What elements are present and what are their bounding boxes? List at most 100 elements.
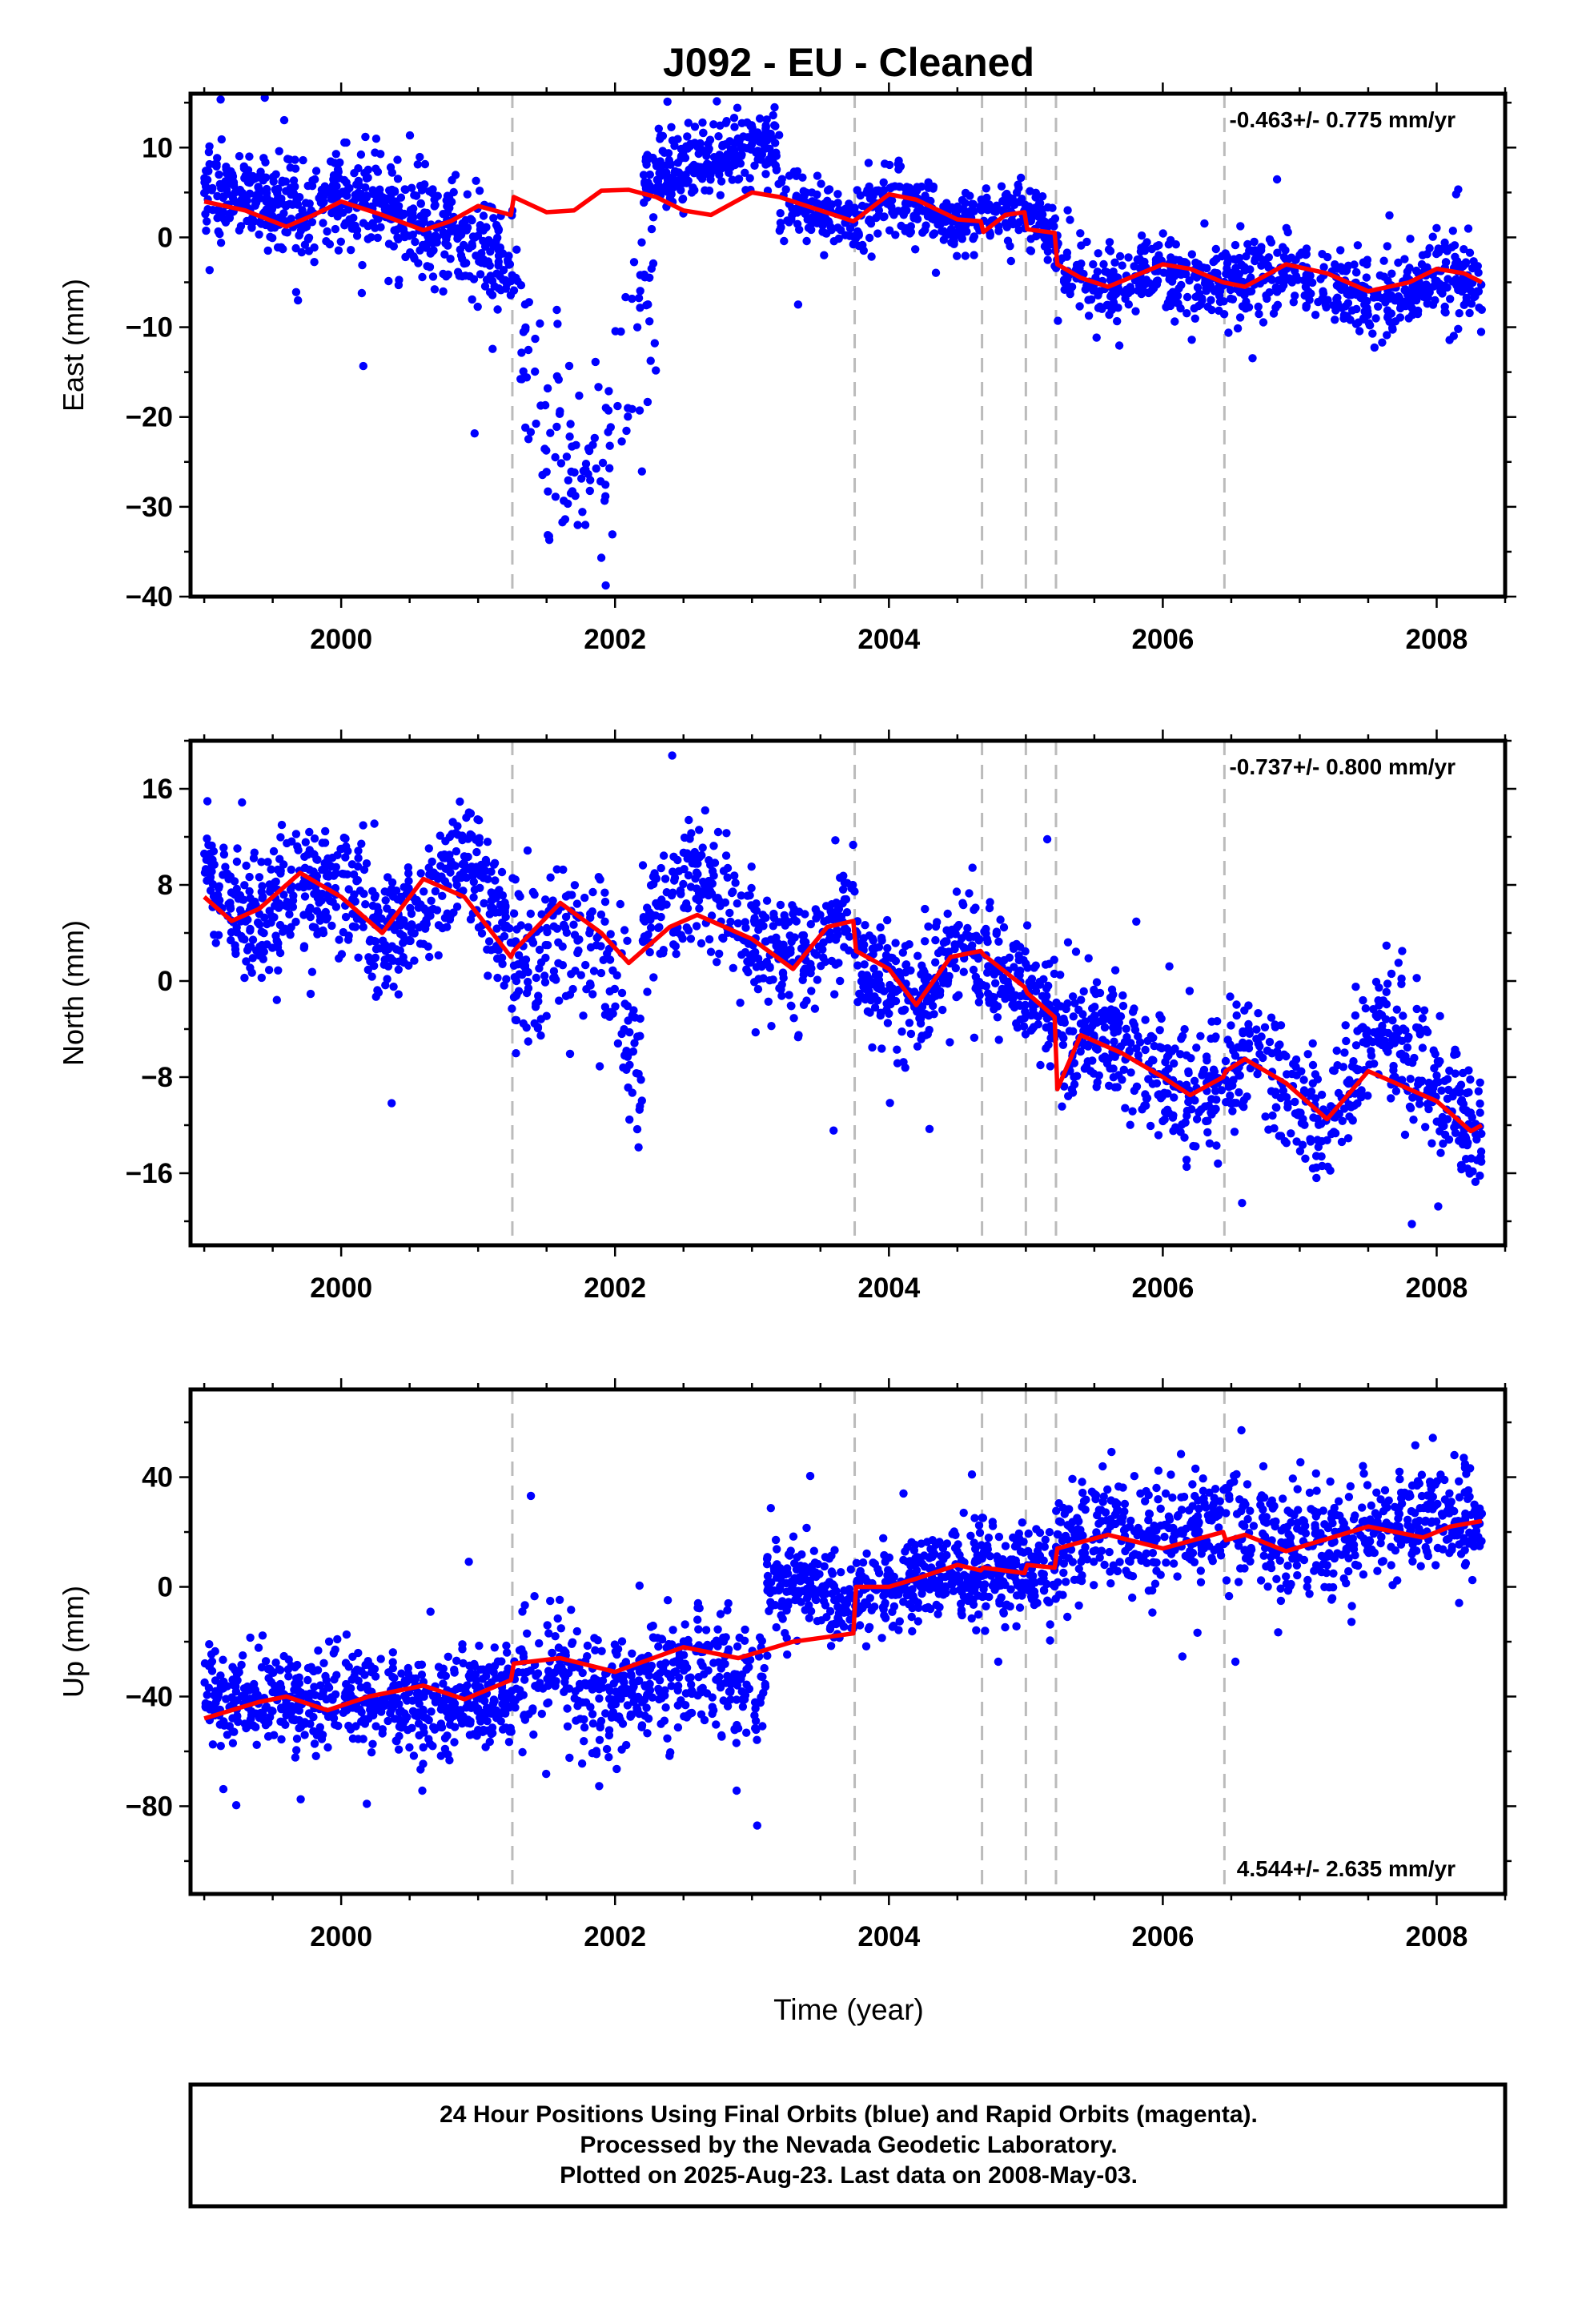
data-point bbox=[383, 975, 391, 983]
data-point bbox=[246, 894, 255, 903]
data-point bbox=[306, 989, 315, 999]
data-point bbox=[1141, 1015, 1150, 1024]
data-point bbox=[780, 236, 789, 246]
data-point bbox=[200, 868, 210, 877]
data-point bbox=[705, 160, 713, 170]
data-point bbox=[1329, 301, 1338, 310]
data-point bbox=[363, 1799, 371, 1808]
data-point bbox=[207, 1667, 217, 1675]
data-point bbox=[1399, 1024, 1407, 1033]
data-point bbox=[880, 159, 889, 168]
data-point bbox=[1168, 295, 1178, 304]
data-point bbox=[573, 521, 582, 529]
data-point bbox=[810, 1004, 820, 1013]
data-point bbox=[769, 914, 779, 923]
data-point bbox=[552, 372, 561, 381]
data-point bbox=[1203, 1116, 1212, 1125]
data-point bbox=[1379, 272, 1389, 281]
data-point bbox=[664, 177, 673, 187]
data-point bbox=[500, 981, 508, 990]
data-point bbox=[946, 931, 954, 939]
data-point bbox=[1295, 1111, 1303, 1120]
data-point bbox=[470, 429, 479, 438]
data-point bbox=[613, 1039, 623, 1048]
data-point bbox=[591, 357, 600, 367]
data-points-east bbox=[200, 94, 1487, 590]
data-point bbox=[813, 190, 821, 199]
data-point bbox=[827, 900, 837, 909]
data-point bbox=[693, 141, 701, 151]
data-point bbox=[1052, 998, 1061, 1007]
data-point bbox=[575, 935, 584, 944]
data-point bbox=[705, 935, 714, 944]
data-point bbox=[279, 860, 288, 869]
data-point bbox=[1060, 1082, 1069, 1091]
data-point bbox=[556, 459, 566, 468]
data-point bbox=[613, 401, 622, 411]
data-point bbox=[1211, 244, 1221, 254]
data-point bbox=[968, 863, 977, 872]
data-point bbox=[1271, 304, 1280, 312]
data-point bbox=[559, 865, 568, 875]
data-point bbox=[419, 1743, 428, 1752]
data-point bbox=[829, 1126, 838, 1135]
data-point bbox=[1126, 1120, 1134, 1129]
data-point bbox=[464, 1558, 473, 1566]
data-point bbox=[786, 1001, 796, 1011]
data-point bbox=[1219, 310, 1229, 319]
data-point bbox=[747, 883, 756, 893]
data-point bbox=[268, 943, 277, 952]
data-point bbox=[1354, 318, 1363, 327]
data-point bbox=[1092, 333, 1101, 342]
data-point bbox=[634, 294, 644, 303]
data-point bbox=[991, 203, 1001, 212]
data-point bbox=[546, 428, 555, 437]
data-point bbox=[1076, 229, 1085, 238]
data-point bbox=[1444, 1135, 1454, 1144]
data-point bbox=[562, 452, 572, 461]
data-point bbox=[632, 1124, 642, 1134]
data-point bbox=[1092, 1083, 1101, 1092]
x-tick-label: 2000 bbox=[310, 624, 372, 655]
data-point bbox=[512, 273, 520, 283]
data-point bbox=[1130, 1020, 1139, 1030]
y-tick-label: 16 bbox=[142, 774, 173, 805]
data-point bbox=[617, 988, 627, 998]
data-point bbox=[325, 239, 335, 249]
data-point bbox=[528, 939, 538, 947]
data-point bbox=[337, 844, 346, 854]
data-point bbox=[638, 861, 648, 870]
data-point bbox=[1080, 1023, 1090, 1031]
data-point bbox=[530, 1019, 539, 1028]
data-point bbox=[213, 154, 222, 163]
data-point bbox=[475, 834, 484, 842]
data-point bbox=[554, 938, 563, 947]
data-point bbox=[897, 1027, 906, 1036]
data-point bbox=[1016, 1015, 1025, 1024]
data-point bbox=[517, 375, 526, 384]
data-point bbox=[1009, 219, 1018, 229]
data-point bbox=[1302, 303, 1311, 312]
data-point bbox=[1461, 1155, 1471, 1164]
data-point bbox=[874, 943, 884, 951]
data-point bbox=[632, 323, 642, 332]
data-point bbox=[954, 991, 963, 999]
data-point bbox=[1370, 343, 1379, 352]
data-point bbox=[1339, 1063, 1348, 1072]
data-point bbox=[1118, 1001, 1128, 1011]
data-point bbox=[566, 420, 575, 428]
data-point bbox=[662, 168, 671, 177]
data-point bbox=[839, 871, 848, 880]
data-point bbox=[683, 904, 693, 913]
data-point bbox=[313, 855, 322, 864]
data-point bbox=[1462, 1134, 1471, 1143]
data-point bbox=[544, 487, 552, 496]
data-point bbox=[480, 282, 490, 291]
data-point bbox=[1383, 979, 1392, 988]
data-point bbox=[1238, 1199, 1247, 1208]
data-point bbox=[1132, 1044, 1141, 1053]
data-point bbox=[215, 170, 223, 179]
data-point bbox=[850, 887, 859, 896]
data-point bbox=[1423, 250, 1431, 259]
data-point bbox=[345, 183, 354, 193]
